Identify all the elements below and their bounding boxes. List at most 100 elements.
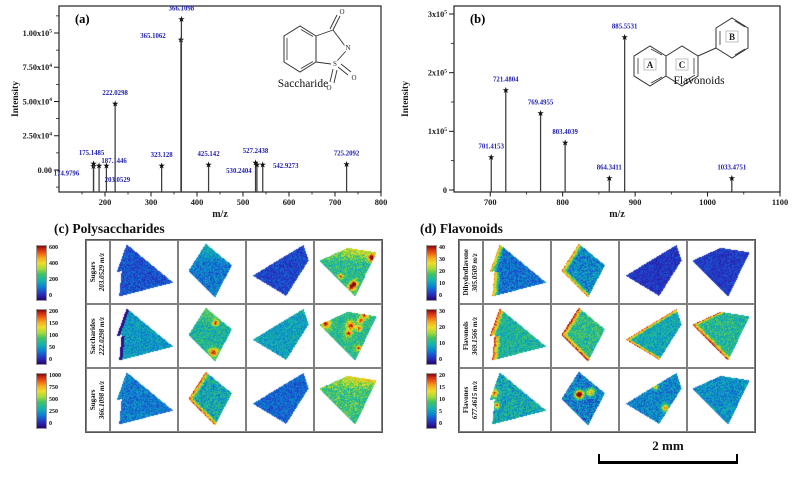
row-label: Dihydroflavone 305.0509 m/z (459, 240, 483, 304)
peak-label: 527.2438 (243, 148, 269, 155)
peak-marker-star: ★ (561, 138, 569, 148)
panel-c-rows: 600 400 200 0 Sugars 203.0529 m/z 200 150 100 50 0… (28, 239, 394, 433)
msi-grid-row: Flavonols 369.1566 m/z (458, 303, 756, 369)
structure-caption: Flavonoids (673, 75, 725, 87)
peak-425.142: ★ 425.142 (198, 151, 220, 192)
peak-label: 530.2404 (226, 168, 252, 175)
msi-cell (110, 240, 178, 304)
colorbar-gradient (426, 245, 437, 301)
axis-tick-label: 400 (191, 198, 204, 207)
axis-tick-label: 0 (443, 186, 447, 195)
peak-label: 187.1446 (101, 158, 127, 165)
peak-803.4039: ★ 803.4039 (552, 129, 578, 192)
colorbar: 200 150 100 50 0 (36, 309, 65, 365)
axis-tick-label: 5.00x104 (23, 97, 53, 106)
atom-label-n: N (345, 44, 350, 52)
peak-label: 175.1485 (79, 150, 105, 157)
colorbar-tick: 30 (439, 257, 445, 263)
msi-image-canvas (486, 242, 548, 300)
colorbar-tick: 30 (439, 309, 445, 315)
y-axis-label: Intensity (401, 81, 411, 117)
colorbar-tick: 20 (439, 373, 445, 379)
x-axis-label: m/z (609, 209, 625, 220)
peak-527.2438: ★ 527.2438 (243, 148, 269, 192)
row-label: Flavonols 369.1566 m/z (459, 304, 483, 368)
row-label: Saccharides 222.0298 m/z (86, 304, 110, 368)
msi-image-canvas (690, 242, 752, 300)
compound-mz: 222.0298 m/z (98, 316, 106, 356)
mass-spectrum-panel-b: 3x105 2x105 1x105 0 700 800 900 1000 1100 m/z Inte… (401, 5, 788, 220)
compound-name: Sugars (89, 389, 98, 411)
msi-image-canvas (317, 242, 379, 300)
msi-row: 600 400 200 0 Sugars 203.0529 m/z (28, 239, 394, 305)
peak-203.0529: ★ 203.0529 (103, 160, 131, 192)
row-label: Flavones 677.4615 m/z (459, 368, 483, 432)
msi-row: 40 30 20 10 0 Dihydroflavone 305.0509 m/z (418, 239, 784, 305)
colorbar-tick: 40 (439, 245, 445, 251)
colorbar-ticks: 40 30 20 10 0 (439, 245, 455, 299)
msi-cell (178, 240, 246, 304)
colorbar-ticks: 30 20 10 0 (439, 309, 455, 363)
msi-image-canvas (622, 242, 684, 300)
colorbar-tick: 500 (49, 397, 58, 403)
row-label-text: Dihydroflavone 305.0509 m/z (462, 249, 480, 296)
peak-222.0298: ★ 222.0298 (102, 90, 128, 192)
msi-image-canvas (486, 306, 548, 364)
peak-label: 721.4804 (493, 76, 519, 83)
colorbar-tick: 1000 (49, 373, 61, 379)
row-label-text: Sugars 366.1098 m/z (89, 381, 107, 419)
colorbar-tick: 20 (439, 325, 445, 331)
peak-label: 366.1098 (169, 5, 195, 12)
colorbar-tick: 20 (439, 269, 445, 275)
peak-label: 803.4039 (552, 129, 578, 136)
peak-marker-star: ★ (90, 158, 98, 168)
msi-cell (687, 304, 755, 368)
scale-bar-label: 2 mm (652, 438, 684, 453)
msi-cell (110, 304, 178, 368)
peak-721.4804: ★ 721.4804 (493, 76, 519, 192)
colorbar-tick: 0 (49, 421, 52, 427)
atom-label-s: S (333, 60, 337, 68)
msi-cell (314, 240, 382, 304)
peak-885.5531: ★ 885.5531 (612, 23, 638, 192)
atom-label-o_right: O (351, 74, 356, 82)
compound-name: Flavones (462, 386, 471, 414)
colorbar: 30 20 10 0 (426, 309, 455, 365)
peak-marker-star: ★ (259, 160, 267, 170)
colorbar-gradient (36, 373, 47, 429)
saccharide-structure (283, 14, 352, 84)
compound-name: Saccharides (89, 318, 98, 354)
msi-image-canvas (181, 306, 243, 364)
peak-marker-star: ★ (621, 32, 629, 42)
peak-1033.4751: ★ 1033.4751 (717, 164, 747, 192)
peak-marker-star: ★ (158, 160, 166, 170)
peak-marker-star: ★ (111, 99, 119, 109)
plot-frame (453, 5, 781, 193)
row-label-text: Flavones 677.4615 m/z (462, 381, 480, 419)
colorbar-tick: 10 (439, 341, 445, 347)
peak-label: 1033.4751 (717, 164, 746, 171)
msi-row: 30 20 10 0 Flavonols 369.1566 m/z (418, 303, 784, 369)
atom-label-o_top: O (339, 8, 344, 16)
axis-tick-label: 200 (99, 198, 112, 207)
colorbar-tick: 400 (49, 261, 58, 267)
axis-tick-label: 1x105 (428, 127, 447, 136)
compound-name: Sugars (89, 261, 98, 283)
scale-bar: 2 mm (598, 438, 738, 464)
msi-image-canvas (249, 306, 311, 364)
colorbar: 40 30 20 10 0 (426, 245, 455, 301)
msi-cell (110, 368, 178, 432)
axis-tick-label: 800 (556, 198, 569, 207)
mass-spectrum-panel-a: 1.00x105 7.50x104 5.00x104 2.50x104 0.00 200 3… (11, 5, 388, 220)
peak-542.9273: ★ 542.9273 (259, 160, 299, 192)
msi-cell (551, 368, 619, 432)
row-label-text: Saccharides 222.0298 m/z (89, 317, 107, 355)
axis-tick-label: 800 (375, 198, 388, 207)
msi-image-canvas (317, 370, 379, 428)
flavonoid-structure (633, 17, 749, 87)
ring-label-A: A (647, 60, 654, 70)
colorbar-gradient (36, 245, 47, 301)
colorbar: 1000 750 500 250 0 (36, 373, 65, 429)
msi-cell (314, 368, 382, 432)
axis-tick-label: 500 (237, 198, 250, 207)
